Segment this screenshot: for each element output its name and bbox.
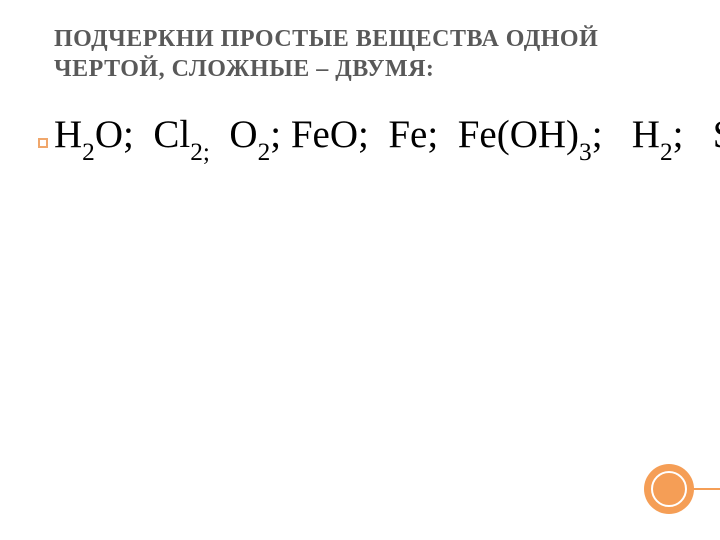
slide-container: ПОДЧЕРКНИ ПРОСТЫЕ ВЕЩЕСТВА ОДНОЙ ЧЕРТОЙ,… — [0, 0, 720, 540]
slide-body-text: H2O; Cl2; O2; FeO; Fe; Fe(OH)3; H2; S; H… — [54, 110, 680, 164]
bullet-square-icon — [38, 138, 48, 148]
accent-circle-ring-icon — [651, 471, 687, 507]
slide-title: ПОДЧЕРКНИ ПРОСТЫЕ ВЕЩЕСТВА ОДНОЙ ЧЕРТОЙ,… — [54, 24, 680, 84]
accent-line-icon — [692, 488, 720, 490]
